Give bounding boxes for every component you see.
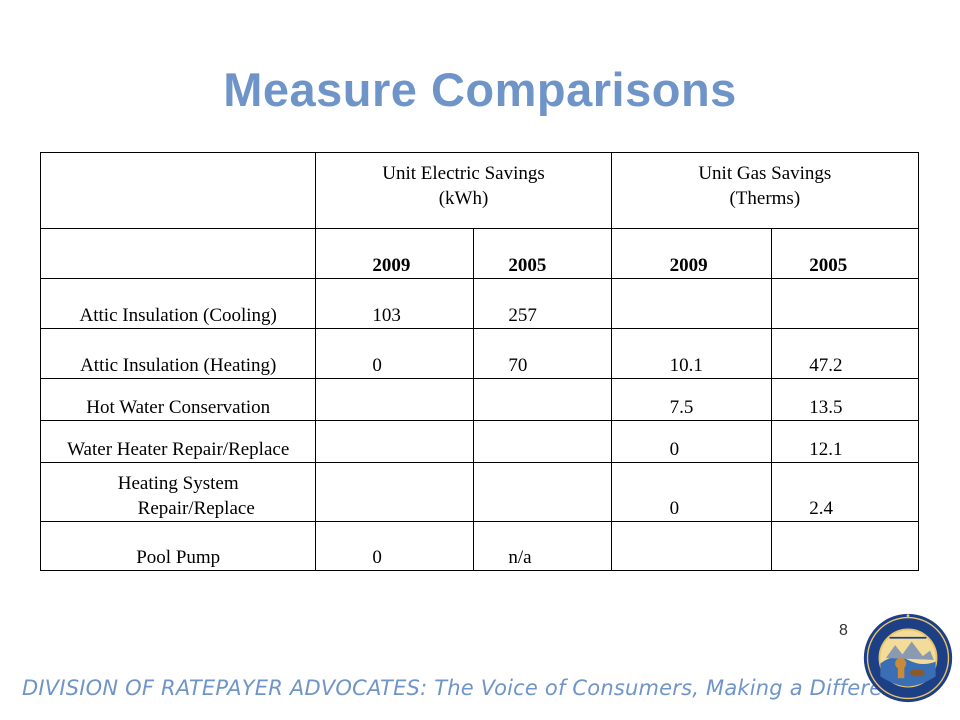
- measure-comparison-table: Unit Electric Savings (kWh) Unit Gas Sav…: [39, 152, 920, 571]
- table-row: Pool Pump 0 n/a: [39, 521, 919, 571]
- electric-2009-value: [315, 378, 475, 421]
- measure-name: Attic Insulation (Heating): [39, 328, 317, 379]
- gas-2005-value: 47.2: [771, 328, 919, 379]
- california-puc-seal-icon: [863, 613, 953, 703]
- year-gas-2005: 2005: [771, 228, 919, 279]
- seal-bear: [909, 669, 925, 677]
- gas-2009-value: 10.1: [610, 328, 773, 379]
- electric-savings-header: Unit Electric Savings (kWh): [315, 152, 612, 229]
- gas-savings-header: Unit Gas Savings (Therms): [610, 152, 920, 229]
- seal-mountains: [885, 641, 934, 660]
- electric-2009-value: [315, 462, 475, 522]
- table-row: Attic Insulation (Cooling) 103 257: [39, 278, 919, 329]
- seal-outer-border: [866, 616, 950, 700]
- measure-name: Hot Water Conservation: [39, 378, 317, 421]
- page-title: Measure Comparisons: [223, 63, 737, 116]
- electric-2009-value: 0: [315, 521, 475, 571]
- year-electric-2005: 2005: [473, 228, 612, 279]
- seal-figure: [895, 658, 907, 670]
- measure-name-line2: Repair/Replace: [137, 498, 255, 519]
- electric-2005-value: [473, 462, 612, 522]
- footer-tagline: DIVISION OF RATEPAYER ADVOCATES: The Voi…: [22, 676, 930, 700]
- measure-name: Pool Pump: [39, 521, 317, 571]
- gas-2005-value: 13.5: [771, 378, 919, 421]
- seal-figure-body: [897, 667, 905, 679]
- table-row: Heating System Repair/Replace 0 2.4: [39, 462, 919, 522]
- gas-2005-value: 12.1: [771, 420, 919, 463]
- table-year-row: 2009 2005 2009 2005: [39, 228, 919, 279]
- gas-2009-value: 7.5: [610, 378, 773, 421]
- electric-2009-value: [315, 420, 475, 463]
- electric-2005-value: [473, 378, 612, 421]
- year-electric-2009: 2009: [315, 228, 475, 279]
- electric-2005-value: [473, 420, 612, 463]
- gas-2009-value: [610, 278, 773, 329]
- table-row: Water Heater Repair/Replace 0 12.1: [39, 420, 919, 463]
- gas-savings-label: Unit Gas Savings: [698, 163, 832, 184]
- electric-2009-value: 103: [315, 278, 475, 329]
- gas-2009-value: 0: [610, 462, 773, 522]
- measure-name: Water Heater Repair/Replace: [39, 420, 317, 463]
- gas-2005-value: 2.4: [771, 462, 919, 522]
- table-corner-cell: [39, 152, 317, 229]
- measure-name-line1: Heating System: [117, 473, 239, 494]
- gas-2009-value: 0: [610, 420, 773, 463]
- electric-savings-label: Unit Electric Savings: [382, 163, 545, 184]
- electric-2005-value: 70: [473, 328, 612, 379]
- year-gas-2009: 2009: [610, 228, 773, 279]
- electric-2005-value: 257: [473, 278, 612, 329]
- gas-2005-value: [771, 521, 919, 571]
- electric-savings-unit: (kWh): [438, 188, 489, 209]
- gas-2005-value: [771, 278, 919, 329]
- seal-water: [880, 656, 936, 687]
- gas-savings-unit: (Therms): [729, 188, 801, 209]
- measure-name: Attic Insulation (Cooling): [39, 278, 317, 329]
- seal-star: [906, 614, 910, 618]
- electric-2009-value: 0: [315, 328, 475, 379]
- table-header-row: Unit Electric Savings (kWh) Unit Gas Sav…: [39, 152, 920, 229]
- table-row: Attic Insulation (Heating) 0 70 10.1 47.…: [39, 328, 919, 379]
- year-row-empty-cell: [39, 228, 317, 279]
- gas-2009-value: [610, 521, 773, 571]
- page-number: 8: [839, 622, 848, 639]
- table-row: Hot Water Conservation 7.5 13.5: [39, 378, 919, 421]
- measure-name: Heating System Repair/Replace: [39, 462, 317, 522]
- electric-2005-value: n/a: [473, 521, 612, 571]
